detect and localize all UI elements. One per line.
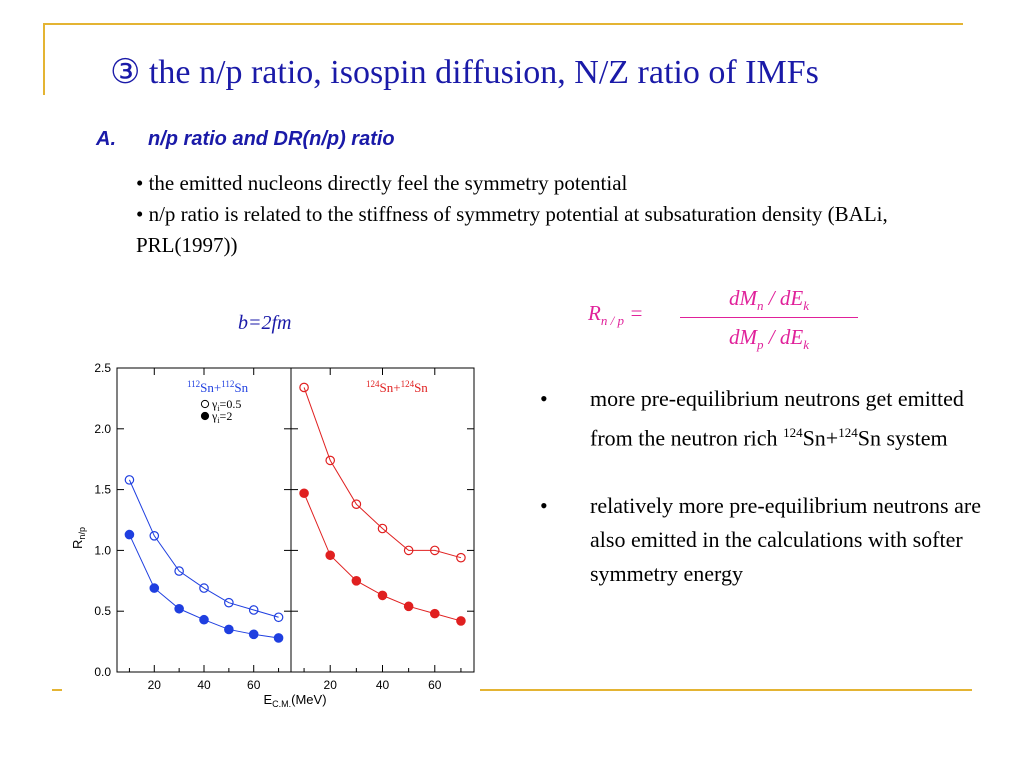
x-tick-label: 40 (376, 678, 390, 692)
data-point-filled (199, 614, 209, 625)
data-point-open (124, 475, 135, 485)
data-point-filled (299, 488, 309, 499)
series-line-open (128, 479, 279, 618)
data-point-filled (403, 601, 414, 612)
y-axis-label: Rn/p (70, 527, 87, 549)
data-point-filled (351, 576, 362, 586)
data-point-open (199, 583, 209, 593)
panel-title-2: 124Sn+124Sn (366, 379, 428, 395)
section-text: n/p ratio and DR(n/p) ratio (148, 128, 395, 150)
fraction-bar (680, 317, 858, 318)
data-point-open (377, 523, 388, 534)
rnp-vs-energy-chart: 20 40 600.00.51.01.52.02.5112Sn+112Snγi=0.… (70, 361, 475, 709)
section-heading: A. n/p ratio and DR(n/p) ratio (96, 128, 395, 151)
bullet-dot: • (540, 493, 548, 519)
right-bullet-2: • relatively more pre-equilibrium neutro… (540, 489, 990, 591)
data-point-open (325, 455, 336, 466)
y-tick-label: 2.0 (94, 422, 111, 436)
impact-parameter-label: b=2fm (238, 312, 292, 334)
x-tick-label: 60 (428, 678, 442, 692)
data-point-filled (456, 616, 466, 626)
x-tick-label: 40 (197, 678, 211, 692)
y-tick-label: 0.5 (94, 604, 111, 618)
legend-marker (200, 411, 210, 421)
series-line-open (303, 387, 462, 559)
bottom-gold-rule-right (480, 689, 972, 691)
data-point-open (248, 605, 259, 615)
data-point-open (351, 499, 362, 509)
formula-R: R (588, 301, 601, 325)
mass-number: 112 (221, 379, 234, 389)
x-axis-label: EC.M.(MeV) (263, 692, 326, 709)
data-point-filled (224, 624, 234, 635)
formula-numerator: dMn / dEk (729, 286, 809, 314)
data-point-open (174, 566, 184, 576)
element-symbol: Sn (234, 380, 248, 395)
y-tick-label: 0.0 (94, 665, 111, 679)
data-point-open (149, 531, 160, 541)
section-label: A. (96, 128, 116, 150)
data-point-open (224, 597, 234, 608)
mass-number: 124 (401, 379, 415, 389)
data-point-filled (377, 590, 388, 601)
data-point-open (429, 545, 440, 556)
data-point-filled (325, 550, 336, 561)
data-point-filled (149, 583, 160, 593)
right-bullet-list: • more pre-equilibrium neutrons get emit… (540, 382, 990, 625)
right-bullet-1: • more pre-equilibrium neutrons get emit… (540, 382, 990, 455)
data-point-open (273, 612, 284, 623)
mass-number: 124 (366, 379, 380, 389)
top-gold-rule (43, 23, 963, 25)
data-point-open (456, 552, 466, 563)
element-symbol: Sn+ (200, 380, 221, 395)
left-gold-rule (43, 23, 45, 95)
panel-frame-2 (290, 367, 475, 673)
data-point-open (299, 382, 309, 393)
bottom-gold-rule-left (52, 689, 62, 691)
formula-R-sub: n / p (600, 313, 624, 329)
y-tick-label: 2.5 (94, 361, 111, 375)
data-point-filled (429, 608, 440, 619)
formula-equals: = (629, 301, 644, 325)
legend-label: γi=2 (211, 409, 232, 425)
formula-lhs: Rn / p = (588, 301, 643, 329)
panel-title-1: 112Sn+112Sn (187, 379, 249, 395)
data-point-filled (174, 603, 184, 614)
top-bullet-list: • the emitted nucleons directly feel the… (136, 168, 916, 261)
x-tick-label: 20 (324, 678, 338, 692)
data-point-filled (124, 529, 135, 540)
data-point-open (403, 545, 414, 556)
top-bullet-1: • the emitted nucleons directly feel the… (136, 171, 628, 195)
top-bullet-2: • n/p ratio is related to the stiffness … (136, 202, 888, 257)
y-tick-label: 1.5 (94, 483, 111, 497)
bullet-dot: • (540, 386, 548, 411)
legend-marker (200, 399, 210, 409)
element-symbol: Sn (414, 380, 428, 395)
element-symbol: Sn+ (380, 380, 401, 395)
legend-label: γi=0.5 (211, 397, 241, 413)
formula-fraction: dMn / dEk dMp / dEk (674, 283, 864, 352)
y-tick-label: 1.0 (94, 543, 111, 557)
data-point-filled (273, 633, 284, 643)
x-tick-label: 20 (148, 678, 162, 692)
formula-denominator: dMp / dEk (729, 325, 809, 353)
x-tick-label: 60 (247, 678, 261, 692)
data-point-filled (248, 629, 259, 640)
mass-number: 112 (187, 379, 200, 389)
slide-title: ③ the n/p ratio, isospin diffusion, N/Z … (110, 54, 819, 91)
